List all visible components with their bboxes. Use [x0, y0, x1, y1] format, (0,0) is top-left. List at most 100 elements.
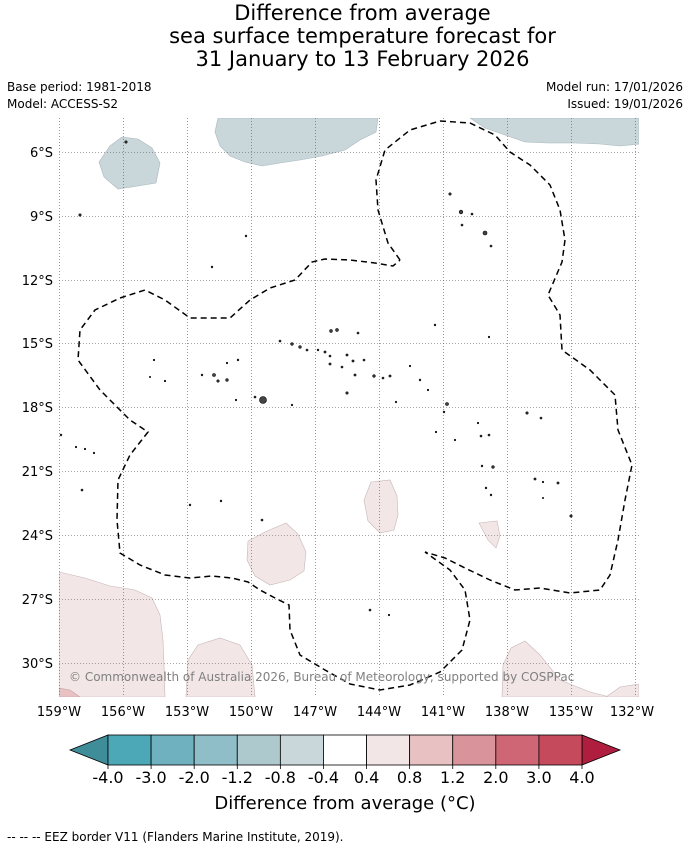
island	[541, 480, 545, 484]
meta-right: Model run: 17/01/2026 Issued: 19/01/2026	[546, 79, 683, 113]
island	[491, 465, 495, 469]
island	[394, 400, 398, 404]
island	[83, 447, 87, 451]
title-line-1: Difference from average	[234, 1, 491, 25]
island	[569, 514, 573, 518]
latitude-axis: 6°S 9°S 12°S 15°S 18°S 21°S 24°S 27°S 30…	[22, 146, 53, 672]
island	[149, 375, 152, 378]
warm-anomaly-region-south	[185, 637, 256, 697]
meta-left: Base period: 1981-2018 Model: ACCESS-S2	[7, 79, 152, 113]
island	[200, 373, 204, 377]
anomaly-regions	[59, 118, 639, 697]
island	[236, 358, 240, 362]
colorbar-tick-label: -1.2	[222, 768, 253, 787]
island	[484, 486, 488, 490]
island	[188, 503, 192, 507]
island	[408, 364, 412, 368]
island	[356, 331, 360, 335]
colorbar: -4.0 -3.0 -2.0 -1.2 -0.8 -0.4 0.4 0.8 1.2 2.0 3.0 4…	[68, 734, 622, 787]
island	[448, 192, 452, 196]
island	[368, 608, 372, 612]
island	[259, 396, 267, 404]
island	[556, 481, 560, 485]
lat-label: 24°S	[22, 529, 53, 544]
island	[290, 342, 294, 346]
island	[340, 365, 344, 369]
lon-label: 138°W	[485, 705, 529, 720]
chart-title: Difference from average sea surface temp…	[0, 2, 690, 71]
island	[458, 209, 464, 215]
island	[80, 488, 84, 492]
issued-label: Issued: 19/01/2026	[567, 97, 683, 111]
lon-label: 135°W	[549, 705, 593, 720]
island	[351, 359, 355, 363]
island	[362, 358, 366, 362]
island	[489, 244, 493, 248]
island	[487, 433, 491, 437]
islands	[59, 140, 573, 617]
island	[476, 421, 480, 425]
lat-label: 9°S	[30, 210, 53, 225]
island	[305, 348, 309, 352]
island	[381, 376, 385, 380]
lon-label: 132°W	[610, 705, 654, 720]
island	[278, 339, 282, 343]
island	[539, 416, 543, 420]
island	[541, 496, 544, 499]
warm-anomaly-region-far-southeast	[605, 683, 639, 697]
copyright-notice: © Commonwealth of Australia 2026, Bureau…	[69, 670, 574, 684]
island	[244, 234, 248, 238]
colorbar-tick-label: 2.0	[483, 768, 508, 787]
colorbar-tick-label: 4.0	[569, 768, 594, 787]
island	[212, 373, 216, 377]
island	[92, 451, 96, 455]
model-run-label: Model run: 17/01/2026	[545, 80, 683, 94]
lon-label: 156°W	[101, 705, 145, 720]
eez-footnote: -- -- -- EEZ border V11 (Flanders Marine…	[7, 830, 344, 844]
island	[433, 323, 437, 327]
island	[418, 378, 422, 382]
graticule	[59, 118, 639, 697]
colorbar-tick-label: -3.0	[135, 768, 166, 787]
warm-anomaly-region-east	[478, 520, 501, 549]
island	[442, 410, 446, 414]
colorbar-swatch	[538, 734, 583, 766]
colorbar-tick-label: 1.2	[440, 768, 465, 787]
island	[480, 464, 484, 468]
lon-label: 153°W	[165, 705, 209, 720]
island	[372, 374, 376, 378]
island	[234, 398, 238, 402]
warm-anomaly-region-east-central	[363, 479, 399, 534]
colorbar-swatch	[193, 734, 238, 766]
colorbar-swatch	[107, 734, 152, 766]
island	[460, 223, 464, 227]
island	[298, 345, 302, 349]
lat-label: 12°S	[22, 274, 53, 289]
island	[290, 403, 294, 407]
lat-label: 27°S	[22, 593, 53, 608]
island	[328, 354, 332, 358]
lat-label: 21°S	[22, 465, 53, 480]
island	[387, 613, 391, 617]
island	[426, 388, 430, 392]
colorbar-label: Difference from average (°C)	[214, 793, 476, 814]
island	[323, 350, 327, 354]
lon-label: 147°W	[293, 705, 337, 720]
colorbar-swatch	[279, 734, 324, 766]
warm-anomaly-region-central	[246, 522, 307, 586]
island	[434, 430, 438, 434]
lon-label: 159°W	[37, 705, 81, 720]
colorbar-tick-label: -0.4	[308, 768, 339, 787]
island	[225, 361, 229, 365]
island	[487, 335, 491, 339]
island	[225, 378, 229, 382]
island	[482, 230, 488, 236]
colorbar-extension-low	[68, 734, 109, 766]
island	[253, 395, 257, 399]
island	[328, 362, 332, 366]
lon-label: 144°W	[357, 705, 401, 720]
island	[124, 140, 128, 144]
eez-border	[77, 120, 633, 691]
island	[78, 213, 82, 217]
lat-label: 6°S	[30, 146, 53, 161]
